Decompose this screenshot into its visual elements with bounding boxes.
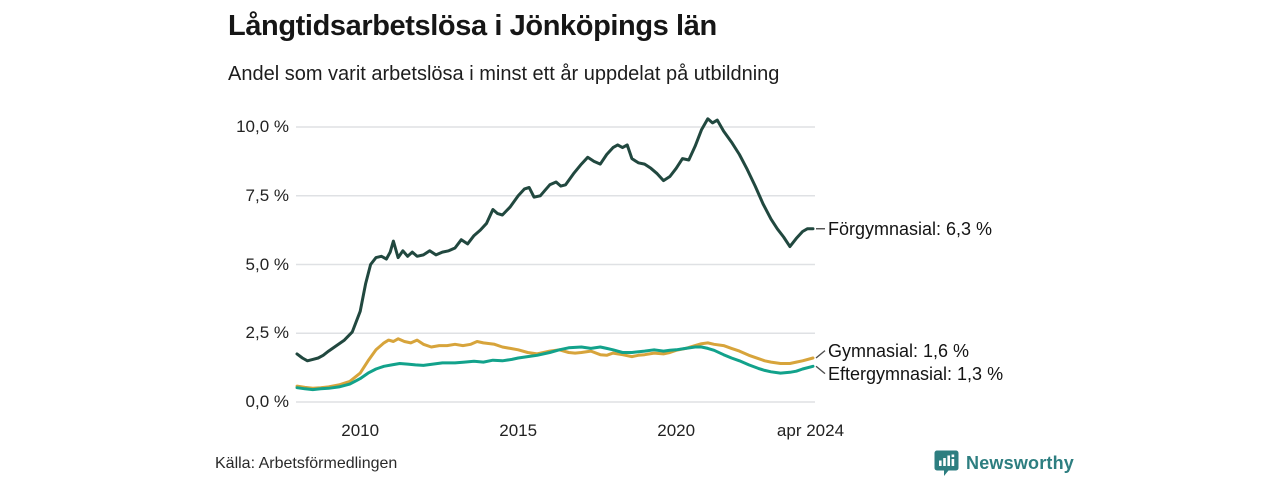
label-connector xyxy=(815,350,826,359)
y-axis-tick-label: 2,5 % xyxy=(245,323,289,343)
page-title: Långtidsarbetslösa i Jönköpings län xyxy=(228,10,717,42)
x-axis-tick-label: 2020 xyxy=(657,421,696,440)
y-axis-tick-label: 5,0 % xyxy=(245,254,289,274)
x-axis-tick-label: 2010 xyxy=(341,421,380,440)
x-axis-tick-label: 2015 xyxy=(499,421,538,440)
chart-subtitle: Andel som varit arbetslösa i minst ett å… xyxy=(228,63,780,85)
series-line-eftergymnasial xyxy=(295,345,815,392)
y-axis-tick-label: 0,0 % xyxy=(245,392,289,411)
x-axis-tick-label: apr 2024 xyxy=(776,421,845,440)
newsworthy-wordmark: Newsworthy xyxy=(966,453,1075,473)
series-label-gymnasial: Gymnasial: 1,6 % xyxy=(828,340,970,361)
series-label-eftergymnasial: Eftergymnasial: 1,3 % xyxy=(828,363,1004,384)
series-label-forgymnasial: Förgymnasial: 6,3 % xyxy=(828,218,993,239)
series-line-forgymnasial xyxy=(295,117,815,363)
newsworthy-logo: Newsworthy xyxy=(934,450,1074,477)
y-axis-tick-label: 7,5 % xyxy=(245,185,289,205)
y-axis-tick-label: 10,0 % xyxy=(236,117,289,136)
series-line-gymnasial xyxy=(295,337,815,390)
label-connector xyxy=(815,365,826,375)
newsworthy-logo-icon xyxy=(934,450,959,477)
source-note: Källa: Arbetsförmedlingen xyxy=(215,455,398,472)
